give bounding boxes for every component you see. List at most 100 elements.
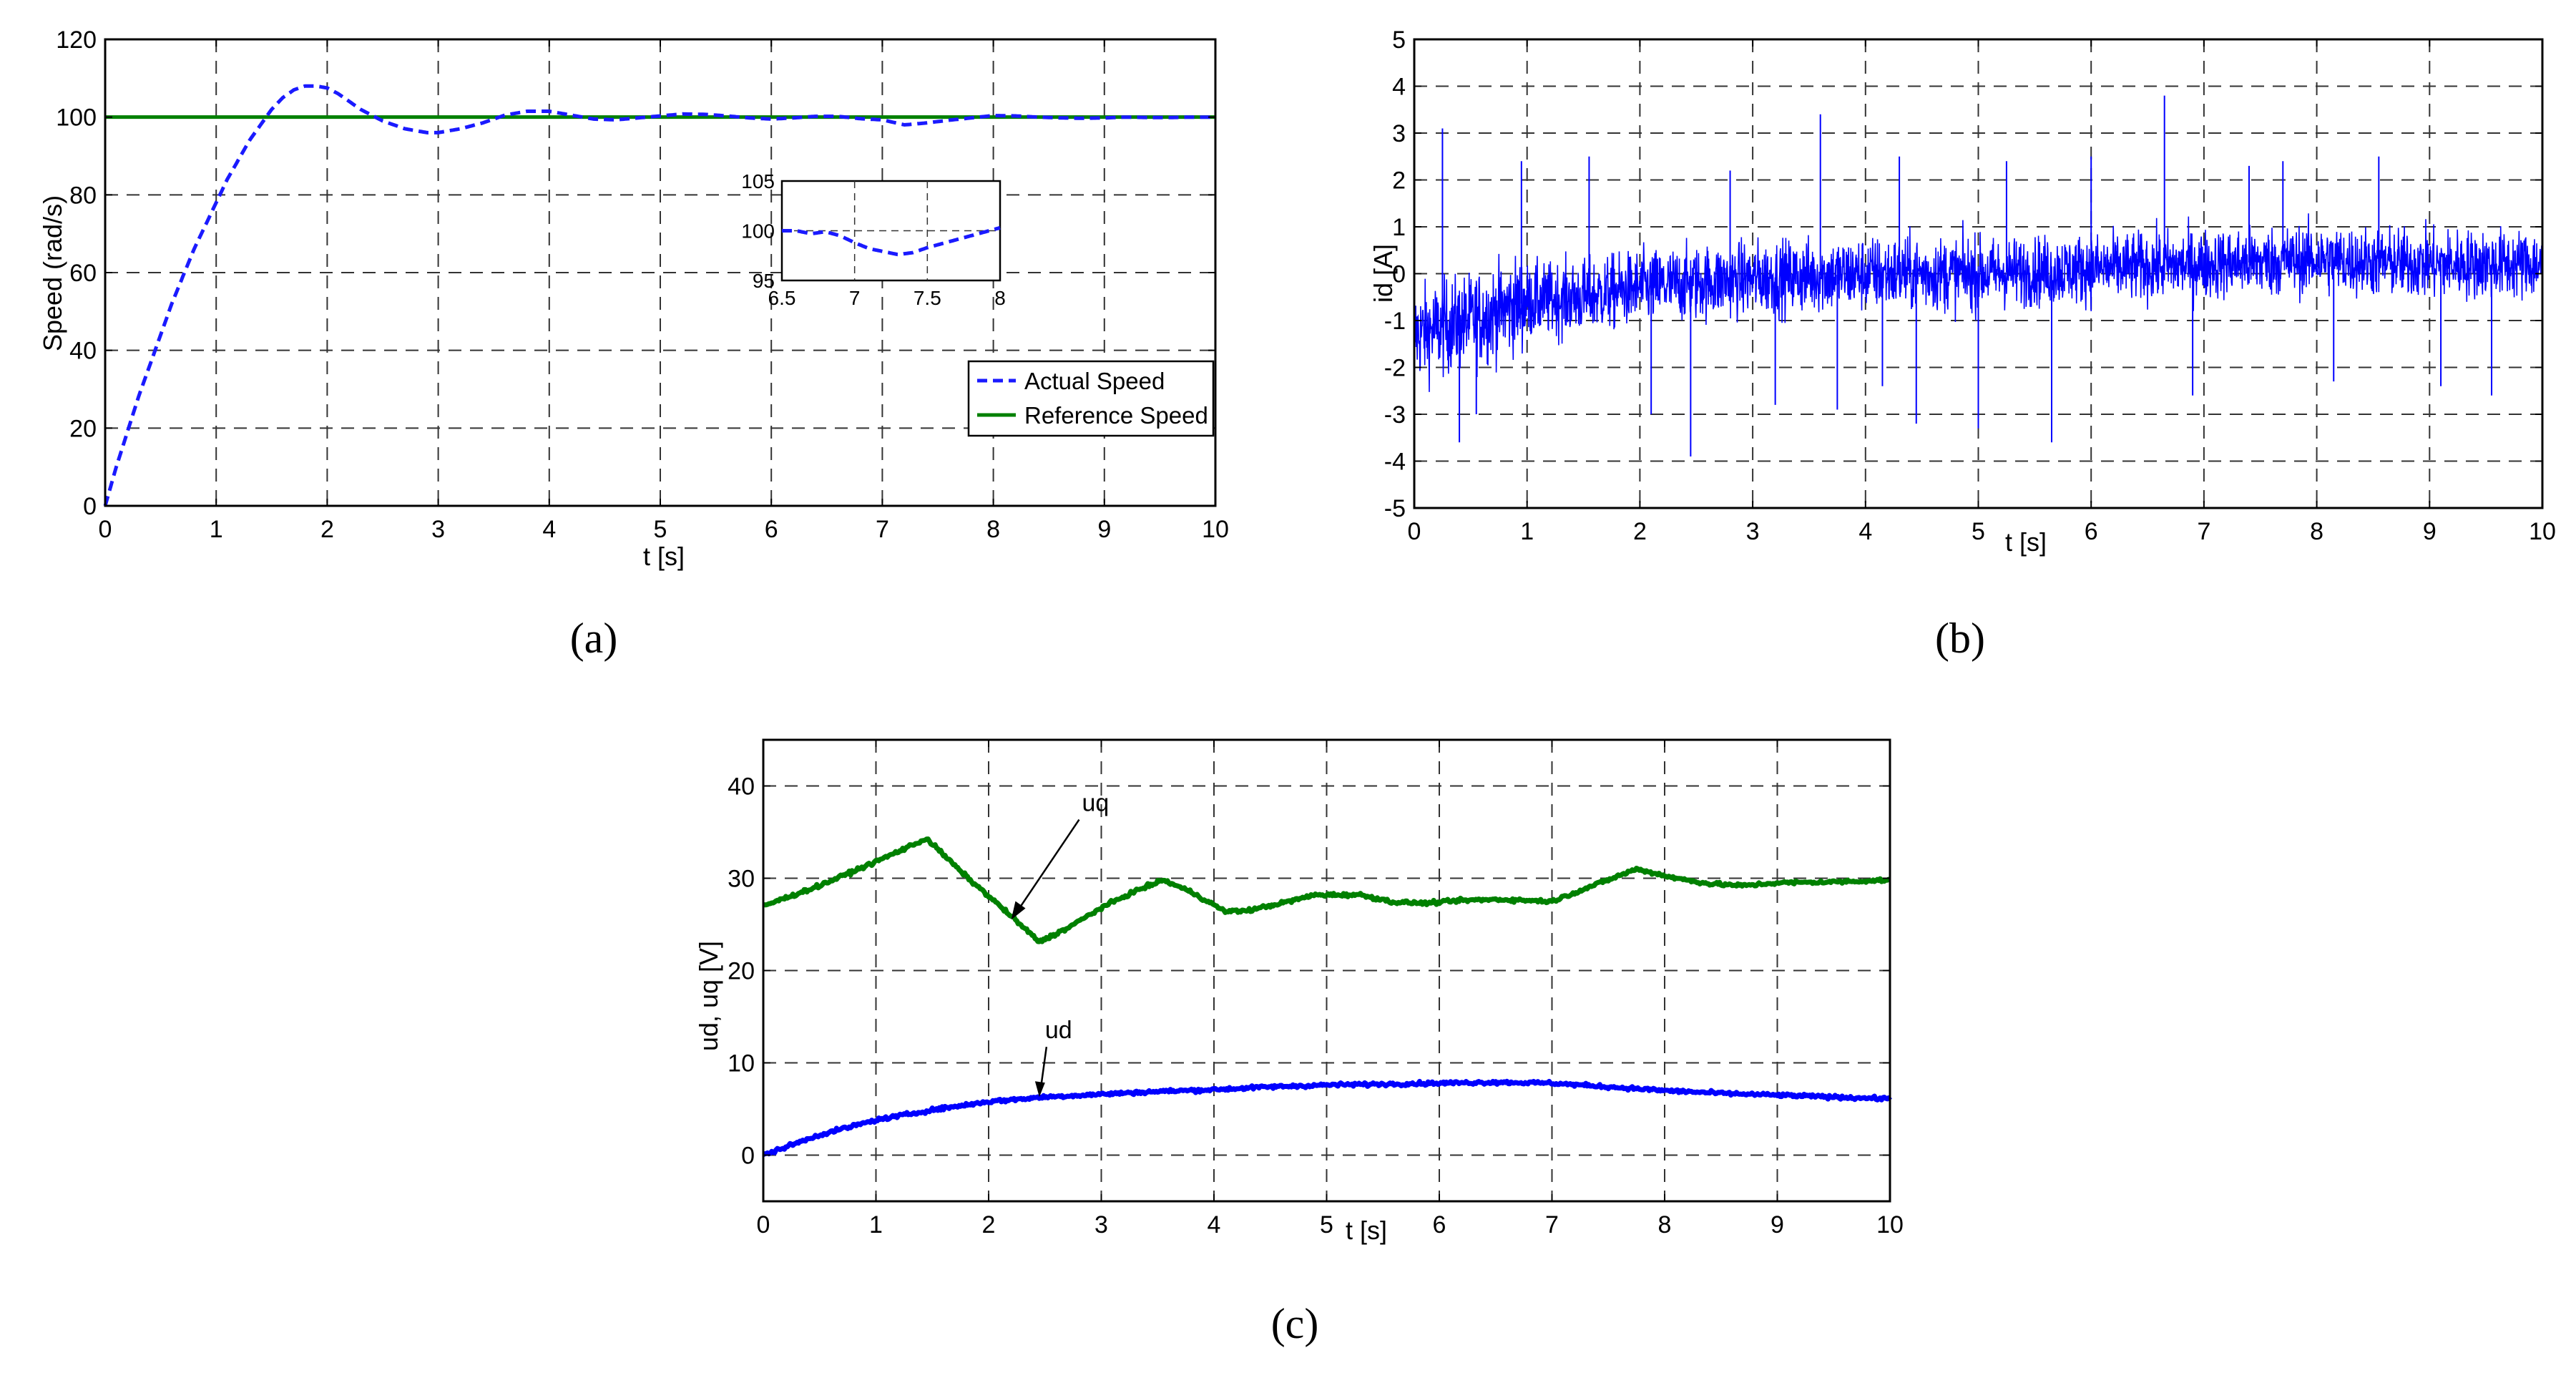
x-tick-label: 3 bbox=[1746, 518, 1760, 545]
x-tick-label: 4 bbox=[1858, 518, 1872, 545]
annotation-arrowhead-ud bbox=[1034, 1081, 1045, 1098]
x-axis-label: t [s] bbox=[643, 542, 685, 571]
plot-area bbox=[762, 836, 1892, 1157]
inset-y-tick-label: 105 bbox=[741, 170, 775, 192]
x-tick-label: 7 bbox=[1545, 1211, 1559, 1238]
annotation-label-ud: ud bbox=[1045, 1017, 1072, 1044]
x-tick-label: 3 bbox=[431, 516, 445, 543]
x-tick-label: 4 bbox=[1208, 1211, 1221, 1238]
y-tick-label: 0 bbox=[1392, 261, 1406, 288]
y-tick-label: -5 bbox=[1384, 495, 1406, 522]
x-tick-label: 9 bbox=[1771, 1211, 1784, 1238]
x-tick-label: 1 bbox=[869, 1211, 883, 1238]
x-tick-label: 2 bbox=[320, 516, 334, 543]
grid-lines bbox=[763, 740, 1890, 1201]
x-axis-label: t [s] bbox=[2005, 527, 2047, 557]
annotation-arrow-ud bbox=[1039, 1047, 1048, 1089]
axis-ticks: 0 1 2 3 4 5 6 7 8 9 10 0 10 20 30 40 bbox=[728, 740, 1904, 1238]
panel-caption-c: (c) bbox=[1271, 1300, 1319, 1347]
y-tick-label: 100 bbox=[56, 104, 97, 132]
legend-box bbox=[967, 360, 1215, 437]
x-tick-label: 10 bbox=[2529, 518, 2556, 545]
annotation-arrowhead-uq bbox=[1011, 901, 1026, 920]
x-tick-label: 5 bbox=[654, 516, 667, 543]
x-tick-label: 9 bbox=[1097, 516, 1111, 543]
y-tick-label: 5 bbox=[1392, 26, 1406, 54]
x-tick-label: 2 bbox=[982, 1211, 996, 1238]
x-tick-label: 5 bbox=[1972, 518, 1985, 545]
x-tick-label: 3 bbox=[1094, 1211, 1108, 1238]
inset-x-tick-label: 7 bbox=[849, 287, 861, 309]
x-tick-label: 1 bbox=[1520, 518, 1534, 545]
panel-caption-b: (b) bbox=[1935, 615, 1985, 662]
y-tick-label: 20 bbox=[728, 958, 755, 985]
series-line-actual-speed bbox=[103, 84, 1215, 507]
x-tick-label: 9 bbox=[2423, 518, 2437, 545]
x-tick-label: 10 bbox=[1202, 516, 1229, 543]
inset-x-tick-label: 6.5 bbox=[768, 287, 796, 309]
y-tick-label: -3 bbox=[1384, 401, 1406, 429]
series-line-id-noise bbox=[1414, 213, 2542, 392]
x-tick-label: 10 bbox=[1876, 1211, 1904, 1238]
x-tick-label: 1 bbox=[210, 516, 223, 543]
legend: Actual Speed Reference Speed bbox=[967, 360, 1215, 437]
x-tick-label: 6 bbox=[1433, 1211, 1446, 1238]
x-tick-label: 2 bbox=[1633, 518, 1647, 545]
x-tick-label: 8 bbox=[1658, 1211, 1672, 1238]
x-tick-label: 6 bbox=[765, 516, 778, 543]
series-line-uq bbox=[762, 836, 1891, 944]
y-tick-label: 4 bbox=[1392, 74, 1406, 101]
y-tick-label: 120 bbox=[56, 26, 97, 54]
y-tick-label: 3 bbox=[1392, 120, 1406, 147]
legend-label-actual-speed: Actual Speed bbox=[1024, 368, 1165, 394]
inset-series-actual-speed bbox=[782, 225, 1001, 257]
x-tick-label: 7 bbox=[876, 516, 889, 543]
chart-panel-c: 0 1 2 3 4 5 6 7 8 9 10 0 10 20 30 40 uq ud t [s] ud, uq … bbox=[694, 738, 1904, 1347]
annotation-arrow-uq bbox=[1014, 819, 1080, 915]
y-tick-label: 40 bbox=[69, 338, 97, 365]
y-tick-label: 0 bbox=[83, 493, 97, 520]
y-axis-label: id [A] bbox=[1368, 244, 1398, 303]
inset-y-tick-label: 95 bbox=[753, 270, 775, 292]
series-line-ud bbox=[762, 1078, 1892, 1157]
annotations: uq ud bbox=[1011, 790, 1110, 1098]
inset-x-tick-label: 8 bbox=[994, 287, 1006, 309]
x-axis-label: t [s] bbox=[1346, 1216, 1387, 1245]
y-tick-label: 30 bbox=[728, 866, 755, 893]
x-tick-label: 8 bbox=[986, 516, 1000, 543]
y-tick-label: 40 bbox=[728, 773, 755, 801]
y-tick-label: 0 bbox=[741, 1143, 755, 1170]
x-tick-label: 4 bbox=[542, 516, 556, 543]
y-tick-label: 2 bbox=[1392, 167, 1406, 195]
inset-zoom-plot: 6.5 7 7.5 8 95 100 105 bbox=[741, 170, 1006, 309]
y-tick-label: 1 bbox=[1392, 214, 1406, 241]
y-axis-label: ud, uq [V] bbox=[694, 941, 723, 1051]
x-tick-label: 8 bbox=[2310, 518, 2323, 545]
inset-x-tick-label: 7.5 bbox=[914, 287, 941, 309]
plot-area bbox=[103, 84, 1215, 507]
annotation-label-uq: uq bbox=[1082, 790, 1110, 817]
y-axis-label: Speed (rad/s) bbox=[38, 195, 67, 351]
y-tick-label: -4 bbox=[1384, 449, 1406, 476]
y-tick-label: 80 bbox=[69, 182, 97, 209]
x-tick-label: 0 bbox=[99, 516, 112, 543]
y-tick-label: 20 bbox=[69, 415, 97, 442]
y-tick-label: -2 bbox=[1384, 355, 1406, 382]
inset-y-tick-label: 100 bbox=[741, 220, 775, 243]
inset-frame bbox=[780, 180, 1001, 282]
chart-panel-b: 0 1 2 3 4 5 6 7 8 9 10 -5 -4 -3 -2 -1 0 1 2 3 4 5 t [s] id [A… bbox=[1368, 26, 2556, 662]
axis-ticks: 0 1 2 3 4 5 6 7 8 9 10 -5 -4 -3 -2 -1 0 1 2 3 4 5 bbox=[1384, 26, 2556, 545]
x-tick-label: 0 bbox=[757, 1211, 770, 1238]
legend-label-reference-speed: Reference Speed bbox=[1024, 402, 1208, 429]
y-tick-label: 10 bbox=[728, 1050, 755, 1078]
x-tick-label: 0 bbox=[1408, 518, 1421, 545]
panel-caption-a: (a) bbox=[570, 615, 618, 662]
x-tick-label: 6 bbox=[2085, 518, 2098, 545]
plot-area bbox=[1414, 95, 2542, 456]
x-tick-label: 5 bbox=[1320, 1211, 1333, 1238]
y-tick-label: -1 bbox=[1384, 308, 1406, 335]
x-tick-label: 7 bbox=[2197, 518, 2210, 545]
